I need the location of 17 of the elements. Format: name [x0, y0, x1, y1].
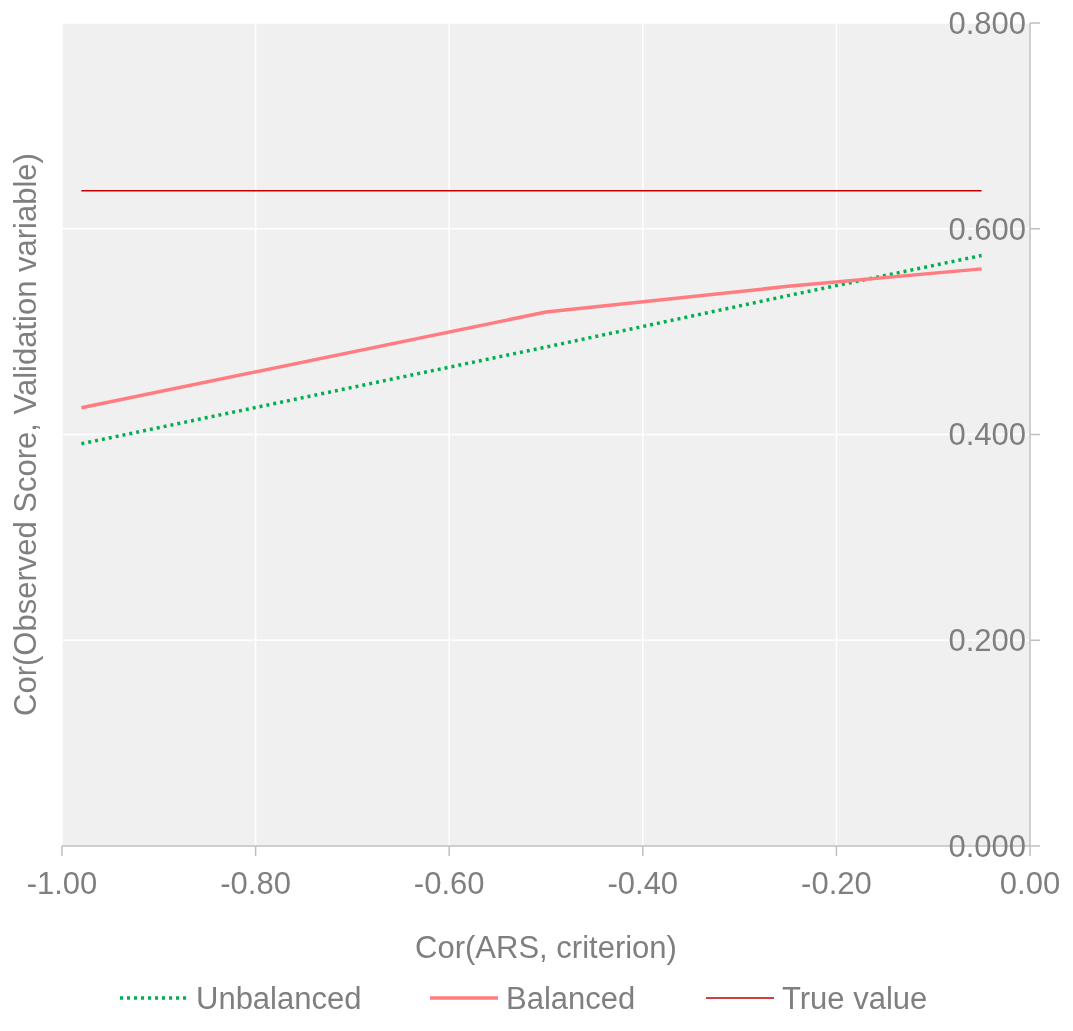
y-tick-label: 0.200 [948, 623, 1026, 659]
x-axis-title: Cor(ARS, criterion) [415, 930, 677, 965]
legend-label: Balanced [506, 980, 636, 1016]
y-tick-label: 0.000 [948, 828, 1026, 864]
legend-label: True value [782, 980, 928, 1016]
x-tick-label: -0.20 [801, 866, 872, 901]
y-axis-title: Cor(Observed Score, Validation variable) [8, 153, 43, 716]
legend-label: Unbalanced [196, 980, 362, 1016]
y-tick-label: 0.800 [948, 5, 1026, 41]
x-tick-label: -0.60 [413, 866, 485, 901]
y-tick-label: 0.400 [948, 417, 1026, 453]
x-tick-label: -1.00 [26, 866, 98, 901]
x-tick-label: 0.00 [999, 866, 1061, 901]
x-tick-label: -0.40 [607, 866, 679, 901]
x-tick-label: -0.80 [220, 866, 291, 901]
line-series [79, 267, 984, 410]
y-tick-label: 0.600 [948, 211, 1026, 247]
